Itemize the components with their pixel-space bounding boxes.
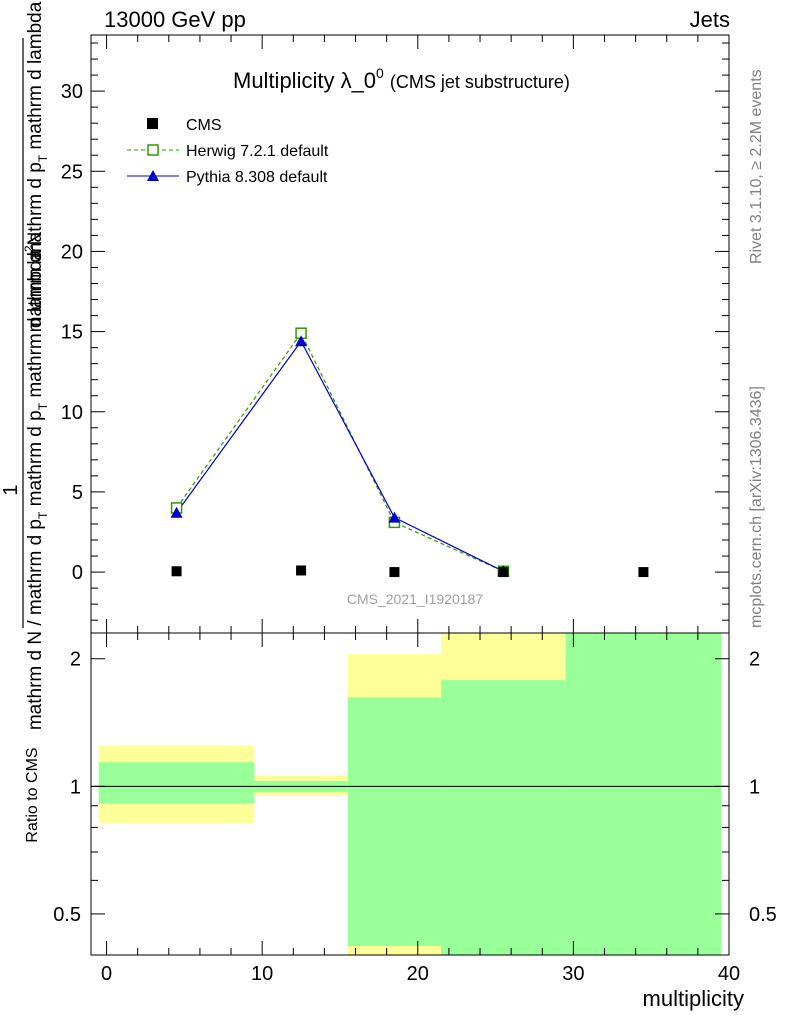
- x-axis-label: multiplicity: [643, 986, 744, 1011]
- cms-point: [498, 567, 509, 578]
- y-tick-label: 15: [61, 322, 83, 344]
- ratio-band-inner: [565, 633, 722, 955]
- ratio-bands: [98, 633, 722, 955]
- x-tick-label: 10: [251, 963, 273, 985]
- legend: CMS Herwig 7.2.1 default Pythia 8.308 de…: [127, 117, 329, 186]
- cms-point: [389, 567, 400, 578]
- ratio-axis-ticks: [91, 633, 730, 956]
- main-axis-ticks: [91, 35, 730, 633]
- legend-pythia-label: Pythia 8.308 default: [186, 169, 328, 186]
- ratio-plot: 0.5 0.51 12 20 10 20 30 40 Ratio to CMS multipl…: [24, 632, 777, 1011]
- pythia-point: [388, 511, 401, 523]
- x-tick-label: 30: [562, 963, 584, 985]
- mcplots-note: mcplots.cern.ch [arXiv:1306.3436]: [748, 386, 765, 628]
- x-tick-label: 40: [718, 963, 740, 985]
- ylabel-denominator: mathrm d N / mathrm d pT mathrm d pT mat…: [25, 249, 50, 730]
- ratio-y-tick-label-right: 1: [749, 776, 760, 798]
- analysis-watermark: CMS_2021_I1920187: [347, 591, 483, 607]
- ratio-band-inner: [347, 697, 442, 947]
- y-tick-label: 30: [61, 81, 83, 103]
- pythia-line: [176, 340, 504, 572]
- title-superscript: 0: [376, 65, 384, 81]
- legend-cms-marker: [147, 118, 158, 129]
- ratio-band-inner: [441, 680, 566, 955]
- y-tick-label: 5: [72, 482, 83, 504]
- ratio-y-tick-label: 1: [70, 776, 81, 798]
- y-tick-label: 20: [61, 241, 83, 263]
- herwig-line: [176, 332, 504, 572]
- ylabel-numerator-tail: mathrm d pT mathrm d lambda: [25, 1, 50, 258]
- legend-pythia-marker: [147, 170, 159, 181]
- series-lines: [176, 332, 504, 572]
- ratio-y-tick-label-right: 2: [749, 649, 760, 671]
- y-tick-label: 0: [72, 562, 83, 584]
- ratio-y-tick-label: 0.5: [53, 904, 81, 926]
- ratio-plot-frame: [90, 632, 730, 956]
- category-label: Jets: [690, 7, 730, 32]
- ratio-y-tick-label: 2: [70, 649, 81, 671]
- main-tick-labels: 0 5 10 15 20 25 30: [61, 81, 83, 584]
- legend-cms-label: CMS: [186, 117, 222, 134]
- main-ylabel: 1 mathrm d2N mathrm d pT mathrm d lambda…: [0, 1, 50, 730]
- title-text: Multiplicity λ_0: [233, 68, 376, 93]
- series-points: [170, 327, 649, 578]
- main-title: Multiplicity λ_00 (CMS jet substructure): [233, 65, 570, 93]
- ratio-tick-labels: 0.5 0.51 12 20 10 20 30 40: [53, 649, 777, 985]
- pythia-point: [295, 335, 308, 347]
- cms-point: [638, 567, 649, 578]
- legend-herwig-marker: [147, 144, 159, 156]
- ratio-y-tick-label-right: 0.5: [749, 904, 777, 926]
- y-tick-label: 25: [61, 161, 83, 183]
- x-tick-label: 0: [101, 963, 112, 985]
- cms-point: [296, 565, 307, 576]
- ylabel-one: 1: [0, 484, 22, 495]
- rivet-note: Rivet 3.1.10, ≥ 2.2M events: [748, 69, 765, 264]
- energy-label: 13000 GeV pp: [104, 7, 246, 32]
- ratio-band-inner: [98, 762, 255, 804]
- ylabel-numerator: mathrm d2N: [22, 232, 46, 333]
- x-tick-label: 20: [407, 963, 429, 985]
- y-tick-label: 10: [61, 402, 83, 424]
- pythia-point: [170, 506, 183, 518]
- cms-point: [171, 566, 182, 577]
- title-subtitle: (CMS jet substructure): [390, 72, 570, 92]
- legend-herwig-label: Herwig 7.2.1 default: [186, 143, 329, 160]
- ratio-ylabel: Ratio to CMS: [24, 747, 41, 842]
